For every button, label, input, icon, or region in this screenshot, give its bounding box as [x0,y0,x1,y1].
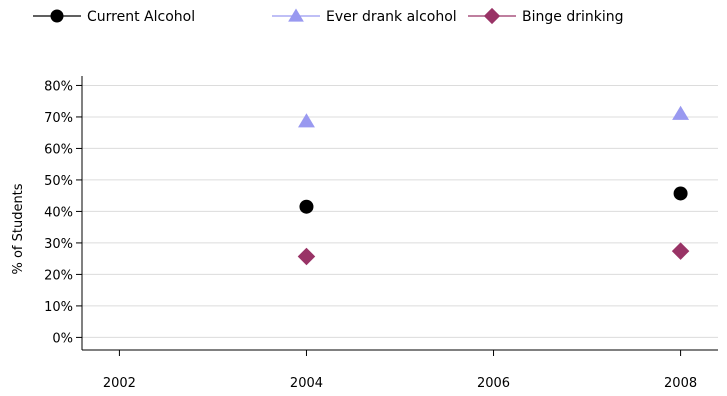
y-axis-title: % of Students [11,183,26,274]
data-point-diamond [671,242,690,260]
data-point-diamond [297,247,316,266]
y-tick-label: 70% [44,111,73,126]
legend: Current Alcohol Ever drank alcohol Binge d… [33,7,623,25]
legend-label: Current Alcohol [87,9,195,25]
legend-marker-diamond [483,7,501,25]
legend-marker-circle [50,9,64,23]
y-tick-label: 60% [44,142,73,157]
y-tick-label: 40% [44,205,73,220]
y-tick-label: 30% [44,237,73,252]
legend-item: Binge drinking [468,7,623,25]
x-tick-label: 2008 [664,376,697,391]
grid [82,84,718,338]
legend-item: Current Alcohol [33,9,195,25]
x-tick-label: 2004 [290,376,323,391]
data-point-circle [299,199,314,214]
y-tick-label: 10% [44,300,73,315]
data-point-triangle [298,113,315,128]
ticks: 0% 10% 20% 30% 40% 50% 60% 70% 80% 2002 2004 2006 20… [44,79,697,391]
y-tick-label: 80% [44,79,73,94]
data-points [297,105,690,266]
y-tick-label: 0% [52,331,73,346]
legend-label: Ever drank alcohol [326,9,457,25]
data-point-triangle [672,105,690,120]
x-tick-label: 2006 [477,376,510,391]
legend-label: Binge drinking [522,9,623,25]
legend-marker-triangle [288,8,304,22]
data-point-circle [673,186,688,201]
y-tick-label: 20% [44,268,73,283]
x-tick-label: 2002 [103,376,136,391]
y-tick-label: 50% [44,174,73,189]
legend-item: Ever drank alcohol [272,8,457,25]
axes [81,76,718,351]
